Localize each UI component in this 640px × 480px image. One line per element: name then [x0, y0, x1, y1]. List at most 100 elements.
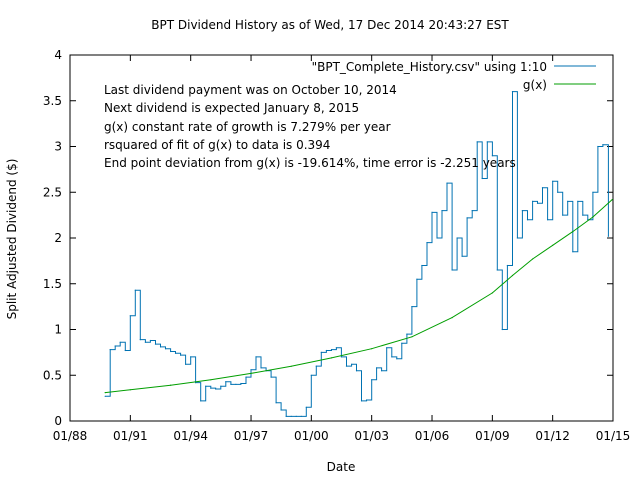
data-point — [371, 348, 373, 350]
y-tick-label: 4 — [54, 48, 62, 62]
data-point — [260, 367, 262, 369]
data-point — [174, 352, 177, 354]
legend-label-history: "BPT_Complete_History.csv" using 1:10 — [312, 60, 547, 74]
data-point — [210, 387, 212, 389]
data-point — [406, 333, 408, 335]
data-point — [345, 365, 348, 367]
data-point — [180, 354, 182, 356]
data-point — [547, 219, 549, 221]
data-point — [360, 400, 363, 402]
x-tick-label: 01/03 — [354, 429, 389, 443]
data-point — [486, 141, 488, 143]
y-tick-label: 0.5 — [43, 368, 62, 382]
data-point — [270, 376, 272, 378]
data-point — [159, 346, 162, 348]
data-point — [285, 415, 287, 417]
data-point — [501, 328, 503, 331]
data-point — [149, 339, 151, 342]
data-point — [154, 343, 157, 345]
data-point — [325, 349, 327, 352]
data-point — [552, 180, 554, 182]
data-point — [421, 264, 423, 267]
data-point — [335, 347, 337, 349]
chart-title: BPT Dividend History as of Wed, 17 Dec 2… — [151, 18, 509, 32]
y-tick-label: 1.5 — [43, 277, 62, 291]
data-point — [567, 200, 569, 202]
data-point — [381, 370, 383, 372]
data-point — [275, 402, 277, 404]
data-point — [516, 237, 519, 239]
data-point — [330, 357, 333, 359]
data-point — [521, 210, 524, 212]
series-layer — [104, 91, 613, 417]
data-point — [170, 350, 172, 353]
data-point — [446, 182, 448, 184]
data-point — [426, 242, 428, 244]
data-point — [164, 348, 167, 350]
data-point — [386, 347, 388, 349]
data-point — [220, 385, 222, 387]
data-point — [366, 399, 368, 401]
data-point — [541, 187, 544, 189]
data-point — [250, 372, 252, 374]
data-point — [330, 349, 333, 351]
data-point — [185, 363, 187, 365]
data-point — [491, 292, 493, 294]
data-point — [280, 409, 282, 411]
data-point — [557, 191, 559, 193]
data-point — [290, 415, 292, 417]
data-point — [476, 141, 478, 143]
x-axis-label: Date — [327, 460, 356, 474]
data-point — [190, 356, 192, 358]
y-tick-label: 3 — [54, 140, 62, 154]
data-point — [139, 339, 141, 341]
data-point — [215, 388, 217, 390]
data-point — [230, 383, 232, 385]
annotations: Last dividend payment was on October 10,… — [104, 83, 516, 170]
data-point — [582, 214, 584, 216]
series-line-growth-fit — [105, 199, 613, 394]
data-point — [532, 258, 534, 260]
data-point — [391, 356, 393, 358]
data-point — [592, 191, 594, 193]
x-tick-label: 01/12 — [535, 429, 570, 443]
data-point — [205, 385, 207, 387]
data-point — [255, 356, 257, 358]
legend-label-growth: g(x) — [523, 78, 547, 92]
y-tick-label: 2 — [54, 231, 62, 245]
annotation-growth-rate: g(x) constant rate of growth is 7.279% p… — [104, 120, 391, 134]
y-tick-label: 3.5 — [43, 94, 62, 108]
data-point — [109, 349, 111, 351]
data-point — [295, 415, 297, 417]
data-point — [245, 376, 247, 378]
data-point — [607, 235, 610, 237]
data-point — [315, 365, 317, 367]
axis-ticks: 0 0.5 1 1.5 2 2.5 3 3.5 4 01/88 01/91 01/94 01/97 01/… — [43, 48, 630, 443]
x-tick-label: 01/94 — [173, 429, 208, 443]
data-point — [411, 336, 413, 338]
data-point — [396, 358, 398, 360]
data-point — [240, 382, 242, 385]
data-point — [200, 400, 202, 402]
data-point — [461, 255, 463, 257]
data-point — [290, 365, 292, 367]
data-point — [597, 145, 599, 148]
data-point — [602, 144, 604, 146]
data-point — [401, 342, 403, 344]
data-point — [416, 278, 418, 280]
data-point — [371, 379, 373, 381]
data-point — [431, 211, 433, 213]
data-point — [210, 379, 212, 381]
data-point — [441, 210, 443, 212]
x-tick-label: 01/97 — [234, 429, 269, 443]
x-tick-label: 01/15 — [596, 429, 631, 443]
data-point — [305, 406, 307, 408]
data-point — [124, 349, 126, 352]
data-point — [129, 315, 131, 317]
data-point — [471, 210, 473, 212]
data-point — [562, 214, 564, 216]
y-axis-label: Split Adjusted Dividend ($) — [5, 159, 19, 320]
data-point — [536, 202, 539, 204]
data-point — [592, 216, 594, 218]
data-point — [310, 374, 312, 376]
